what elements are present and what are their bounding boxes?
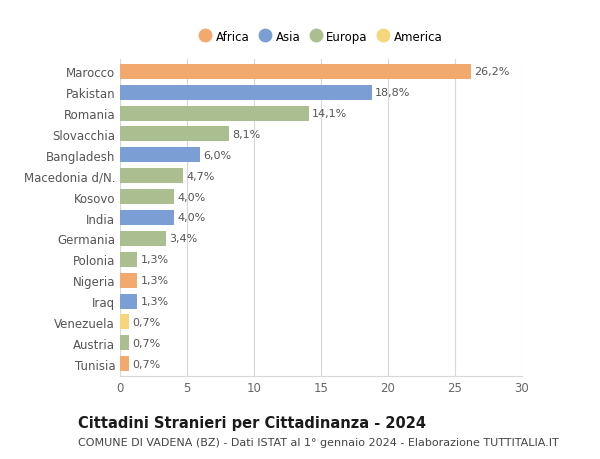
Text: 4,7%: 4,7% <box>187 171 215 181</box>
Bar <box>120 294 137 309</box>
Bar <box>120 315 130 330</box>
Bar <box>120 356 130 371</box>
Legend: Africa, Asia, Europa, America: Africa, Asia, Europa, America <box>196 28 446 48</box>
Bar <box>120 127 229 142</box>
Bar <box>120 273 137 288</box>
Text: Cittadini Stranieri per Cittadinanza - 2024: Cittadini Stranieri per Cittadinanza - 2… <box>78 415 426 431</box>
Bar <box>120 65 471 80</box>
Text: 0,7%: 0,7% <box>133 359 161 369</box>
Bar <box>120 336 130 351</box>
Bar <box>120 169 183 184</box>
Text: 4,0%: 4,0% <box>177 192 205 202</box>
Text: 18,8%: 18,8% <box>375 88 410 98</box>
Text: 4,0%: 4,0% <box>177 213 205 223</box>
Bar <box>120 106 309 121</box>
Text: 26,2%: 26,2% <box>475 67 510 77</box>
Text: 0,7%: 0,7% <box>133 338 161 348</box>
Text: 1,3%: 1,3% <box>141 255 169 265</box>
Bar <box>120 252 137 267</box>
Bar <box>120 231 166 246</box>
Text: 14,1%: 14,1% <box>312 109 347 119</box>
Bar <box>120 85 372 101</box>
Bar <box>120 211 173 225</box>
Bar <box>120 148 200 163</box>
Bar <box>120 190 173 205</box>
Text: 6,0%: 6,0% <box>204 151 232 161</box>
Text: 0,7%: 0,7% <box>133 317 161 327</box>
Text: 1,3%: 1,3% <box>141 275 169 285</box>
Text: 8,1%: 8,1% <box>232 130 260 140</box>
Text: COMUNE DI VADENA (BZ) - Dati ISTAT al 1° gennaio 2024 - Elaborazione TUTTITALIA.: COMUNE DI VADENA (BZ) - Dati ISTAT al 1°… <box>78 437 559 447</box>
Text: 3,4%: 3,4% <box>169 234 197 244</box>
Text: 1,3%: 1,3% <box>141 297 169 306</box>
